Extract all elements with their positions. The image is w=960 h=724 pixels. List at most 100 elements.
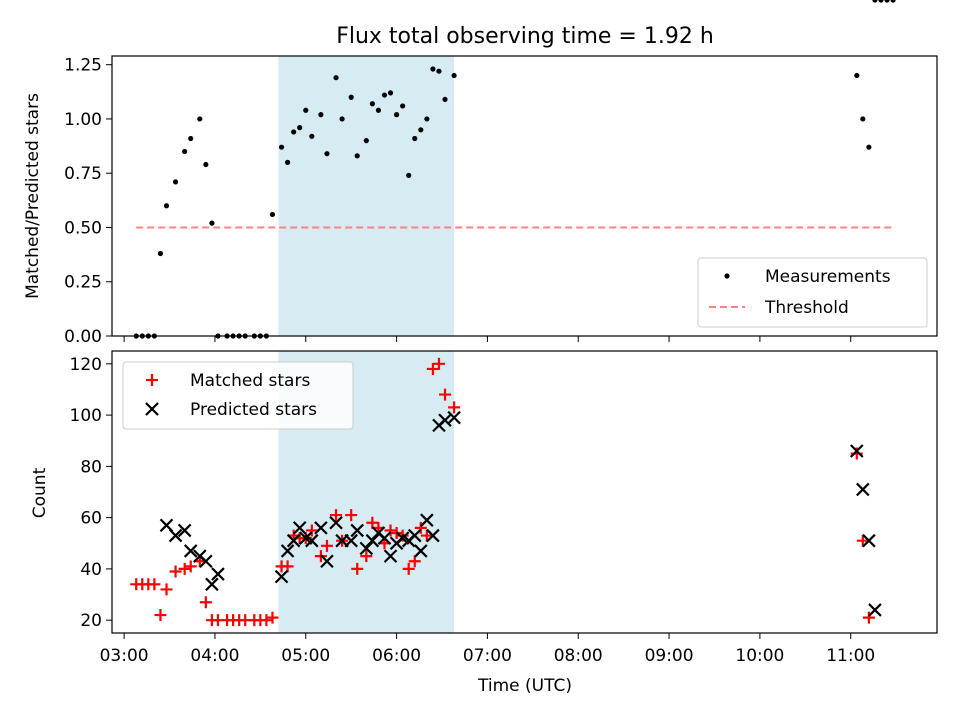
measurement-point (157, 250, 164, 257)
predicted-point (314, 521, 328, 535)
count-panel: 20 40 60 80 100 120 03:00 04:00 05:00 06:00 07:00… (30, 350, 938, 696)
predicted-point (426, 528, 440, 543)
matched-point (448, 401, 461, 414)
predicted-point (420, 513, 434, 527)
predicted-point (414, 544, 428, 558)
predicted-point (359, 541, 374, 556)
matched-point (345, 509, 358, 522)
predicted-point (211, 567, 225, 581)
matched-point (414, 521, 427, 534)
predicted-point (286, 533, 301, 548)
chart-title: Flux total observing time = 1.92 h (336, 24, 714, 49)
measurement-point (418, 127, 424, 133)
predicted-point (168, 528, 183, 543)
matched-point (366, 516, 379, 529)
measurement-point (197, 116, 203, 122)
matched-point (432, 357, 445, 370)
measurement-point (878, 0, 884, 3)
measurement-point (412, 135, 418, 142)
predicted-point (177, 523, 192, 538)
y-tick-label: 20 (80, 611, 102, 631)
ratio-panel: 0.00 0.25 0.50 0.75 1.00 1.25 Matched/Predict… (23, 0, 938, 347)
predicted-point (199, 554, 213, 568)
measurement-point (269, 211, 276, 218)
x-tick-label: 06:00 (372, 646, 421, 666)
measurement-point (324, 151, 330, 157)
predicted-point (849, 444, 864, 458)
measurement-point (890, 0, 896, 3)
y-tick-label: 0.25 (64, 273, 102, 293)
matched-point (281, 560, 294, 573)
ratio-legend: Measurements Threshold (697, 257, 928, 328)
measurement-point (303, 107, 309, 113)
measurement-point (172, 179, 179, 185)
y-tick-label: 1.25 (64, 56, 102, 76)
matched-point (426, 362, 439, 375)
matched-point (178, 562, 191, 575)
matched-point (320, 539, 333, 552)
legend-predicted-marker (145, 402, 159, 416)
measurement-point (436, 68, 442, 74)
predicted-point (377, 531, 392, 545)
measurement-point (866, 144, 872, 150)
measurement-point (333, 75, 339, 81)
measurement-point (209, 220, 215, 226)
predicted-point (305, 533, 319, 548)
matched-point (148, 578, 161, 591)
observing-span-top (278, 56, 455, 336)
matched-point (169, 565, 182, 578)
measurement-point (354, 153, 360, 159)
matched-point (351, 562, 364, 575)
predicted-point (868, 603, 882, 617)
matched-point (439, 388, 452, 401)
measurement-point (284, 159, 291, 165)
count-legend: Matched stars Predicted stars (122, 361, 354, 430)
matched-point (360, 550, 373, 563)
matched-point (305, 524, 318, 537)
count-y-axis-label: Count (30, 467, 50, 518)
count-marks (130, 357, 882, 627)
measurement-point (348, 94, 354, 100)
predicted-point (447, 410, 461, 425)
x-tick-label: 10:00 (735, 646, 784, 666)
matched-point (402, 562, 415, 575)
measurement-point (872, 0, 878, 3)
matched-point (856, 534, 869, 547)
y-tick-label: 100 (70, 406, 102, 426)
measurement-point (309, 133, 315, 139)
measurement-point (369, 101, 375, 107)
measurement-point (297, 125, 303, 131)
y-tick-label: 40 (80, 560, 102, 580)
y-tick-label: 0.50 (64, 218, 102, 238)
matched-point (408, 555, 421, 568)
legend-predicted-label: Predicted stars (190, 400, 317, 420)
matched-point (330, 509, 343, 522)
predicted-point (350, 523, 365, 538)
count-x-ticks: 03:00 04:00 05:00 06:00 07:00 08:00 09:00 10:00… (100, 633, 875, 666)
x-tick-label: 03:00 (100, 646, 149, 666)
measurement-point (393, 112, 400, 118)
measurement-point (363, 138, 369, 144)
ratio-x-ticks (123, 336, 852, 342)
predicted-point (292, 521, 307, 535)
measurement-point (406, 172, 412, 178)
measurement-point (318, 112, 324, 118)
measurement-point (182, 148, 188, 155)
measurement-point (381, 92, 388, 98)
y-tick-label: 60 (80, 509, 102, 529)
matched-point (199, 596, 212, 609)
legend-matched-marker (146, 374, 158, 386)
y-tick-label: 120 (70, 355, 102, 375)
legend-threshold-label: Threshold (764, 298, 849, 318)
measurement-point (291, 129, 297, 135)
measurement-point (163, 203, 170, 209)
matched-point (384, 524, 397, 537)
measurement-point (442, 96, 448, 103)
measurement-point (387, 90, 394, 96)
predicted-point (280, 544, 295, 558)
count-y-ticks: 20 40 60 80 100 120 (70, 355, 112, 631)
count-axes-frame (111, 350, 938, 634)
measurement-point (339, 116, 345, 122)
matched-point (862, 611, 875, 624)
